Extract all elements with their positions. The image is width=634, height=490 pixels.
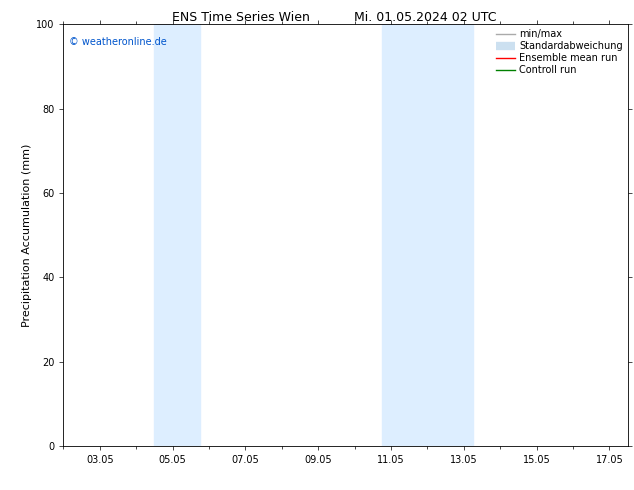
Text: Mi. 01.05.2024 02 UTC: Mi. 01.05.2024 02 UTC bbox=[354, 11, 496, 24]
Bar bbox=[382, 24, 473, 446]
Y-axis label: Precipitation Accumulation (mm): Precipitation Accumulation (mm) bbox=[22, 144, 32, 327]
Bar bbox=[155, 24, 200, 446]
Legend: min/max, Standardabweichung, Ensemble mean run, Controll run: min/max, Standardabweichung, Ensemble me… bbox=[493, 26, 626, 78]
Text: © weatheronline.de: © weatheronline.de bbox=[69, 37, 167, 47]
Text: ENS Time Series Wien: ENS Time Series Wien bbox=[172, 11, 310, 24]
